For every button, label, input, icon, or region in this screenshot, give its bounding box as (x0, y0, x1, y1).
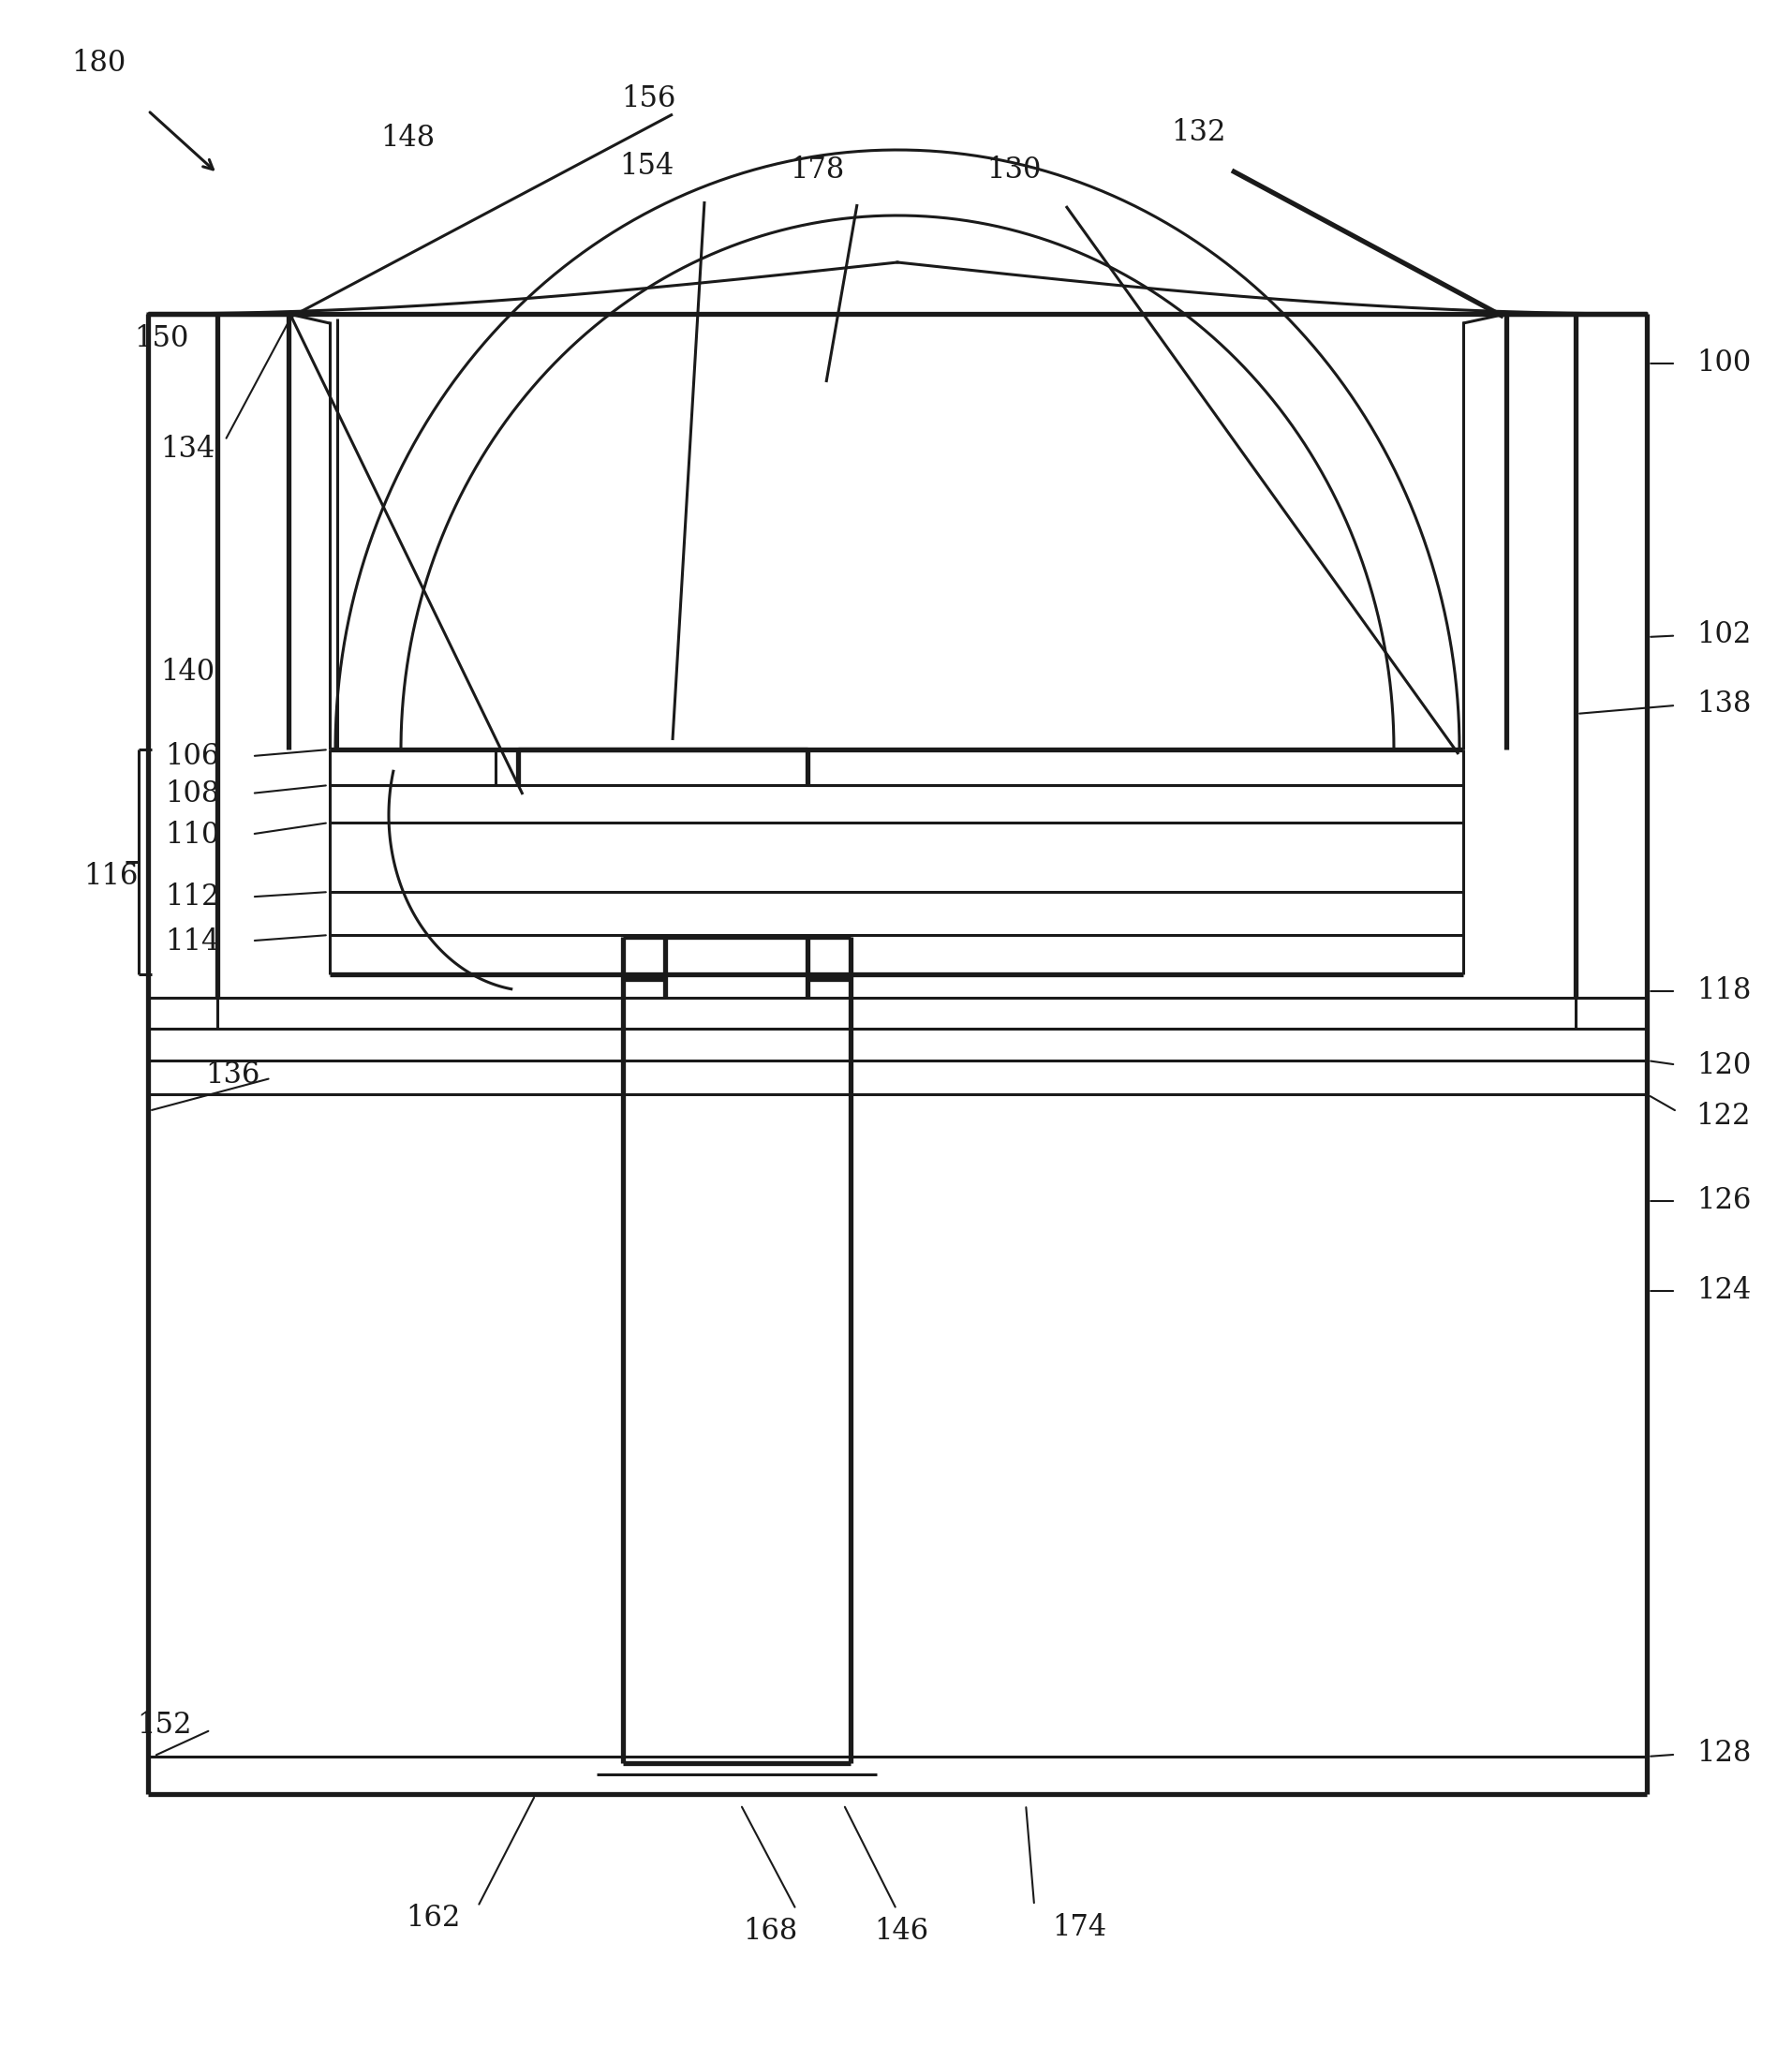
Text: 136: 136 (204, 1060, 260, 1089)
Text: 100: 100 (1697, 348, 1751, 379)
Text: 152: 152 (136, 1711, 192, 1740)
Text: 154: 154 (618, 151, 674, 182)
Text: 138: 138 (1697, 690, 1751, 718)
Text: 168: 168 (742, 1918, 797, 1947)
Text: 116: 116 (82, 862, 138, 890)
Text: 178: 178 (790, 156, 844, 184)
Text: 146: 146 (874, 1918, 928, 1947)
Text: 108: 108 (165, 780, 219, 809)
Text: 162: 162 (405, 1904, 461, 1932)
Text: 148: 148 (380, 125, 435, 154)
Text: 150: 150 (134, 325, 188, 354)
Text: 114: 114 (165, 927, 219, 956)
Text: 126: 126 (1697, 1187, 1751, 1216)
Text: 120: 120 (1697, 1052, 1751, 1081)
Text: 140: 140 (159, 659, 215, 688)
Text: 112: 112 (165, 882, 219, 913)
Text: 128: 128 (1697, 1740, 1751, 1769)
Text: 122: 122 (1697, 1101, 1751, 1132)
Text: 156: 156 (620, 84, 676, 113)
Text: 102: 102 (1697, 620, 1751, 649)
Text: 180: 180 (72, 49, 125, 78)
Text: 106: 106 (165, 743, 219, 772)
Text: 132: 132 (1172, 119, 1226, 147)
Text: 174: 174 (1052, 1914, 1106, 1943)
Text: 118: 118 (1697, 976, 1751, 1005)
Text: 130: 130 (986, 156, 1041, 184)
Text: 110: 110 (165, 821, 219, 850)
Text: 134: 134 (159, 436, 215, 465)
Text: 124: 124 (1697, 1277, 1751, 1306)
